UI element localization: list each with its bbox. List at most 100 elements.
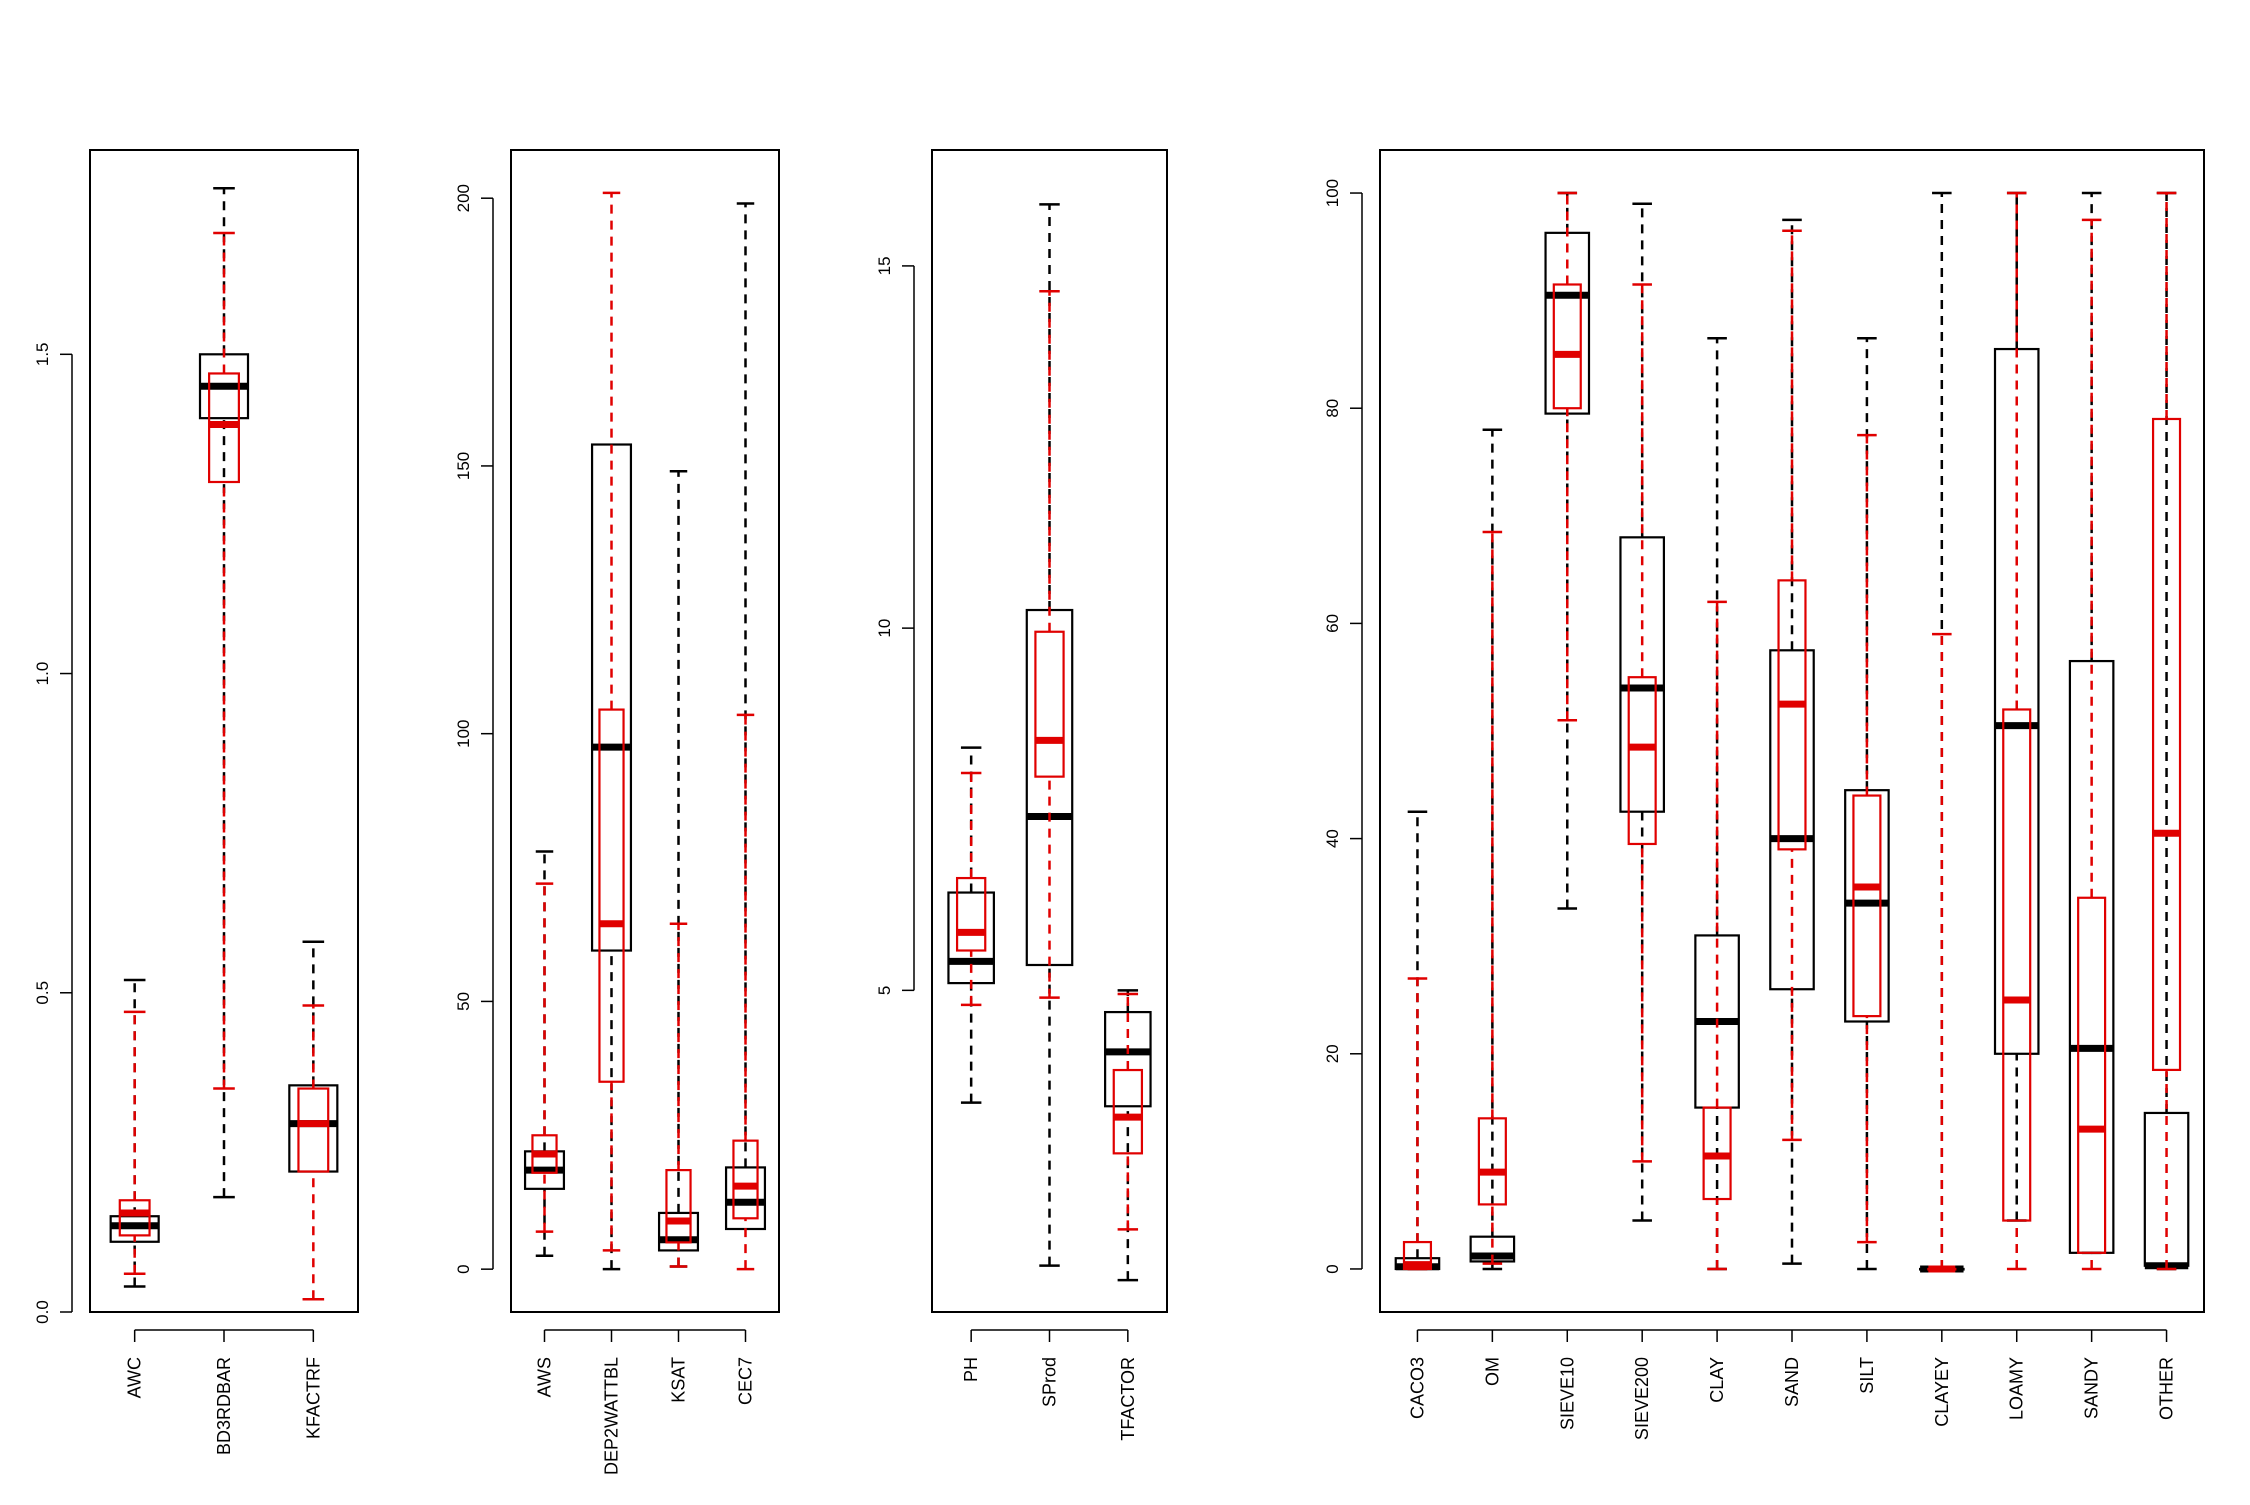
iqr-box bbox=[665, 1168, 692, 1244]
box-sieve10 bbox=[1552, 191, 1582, 722]
y-axis: 0.0 0.5 1.0 1.5 bbox=[33, 342, 73, 1324]
box-sprod bbox=[1034, 290, 1065, 999]
x-axis: PH SProd TFACTOR bbox=[961, 1329, 1138, 1441]
box-dep2wattbl bbox=[598, 191, 625, 1252]
iqr-box bbox=[1777, 579, 1807, 851]
x-tick-label-om: OM bbox=[1482, 1357, 1502, 1386]
red-series bbox=[531, 191, 759, 1271]
x-tick-label-sieve10: SIEVE10 bbox=[1557, 1357, 1577, 1430]
box-sieve200 bbox=[1627, 283, 1657, 1163]
x-tick-label-dep2wattbl: DEP2WATTBL bbox=[602, 1357, 622, 1475]
black-series bbox=[523, 202, 767, 1271]
x-axis: CACO3 OM SIEVE10 SIEVE200 CLAY SAND SILT CLAYEY… bbox=[1407, 1329, 2177, 1440]
box-tfactor bbox=[1112, 992, 1144, 1231]
y-tick-label: 10 bbox=[875, 619, 894, 638]
box-caco3 bbox=[1394, 810, 1441, 1271]
y-tick-label: 5 bbox=[875, 986, 894, 995]
x-tick-label-sieve200: SIEVE200 bbox=[1632, 1357, 1652, 1440]
box-cec7 bbox=[732, 713, 759, 1271]
y-tick-label: 1.0 bbox=[33, 662, 52, 686]
x-tick-label-caco3: CACO3 bbox=[1407, 1357, 1427, 1419]
box-ksat bbox=[665, 922, 692, 1268]
iqr-box bbox=[1477, 1117, 1507, 1206]
box-kfactrf bbox=[288, 940, 339, 1173]
panel-1: 0.0 0.5 1.0 1.5 AWC BD3RDBAR KFACTRF bbox=[33, 149, 359, 1455]
y-tick-label: 0.5 bbox=[33, 981, 52, 1005]
y-tick-label: 200 bbox=[454, 184, 473, 212]
x-tick-label-other: OTHER bbox=[2157, 1357, 2177, 1420]
iqr-box bbox=[732, 1139, 759, 1220]
x-tick-label-ph: PH bbox=[961, 1357, 981, 1382]
plot-frame bbox=[89, 149, 359, 1313]
panel-4: 0 20 40 60 80 100 CACO3 OM SIEVE10 SIEVE200 CLAY SA… bbox=[1323, 149, 2205, 1440]
iqr-box bbox=[1552, 283, 1582, 410]
y-tick-label: 0.0 bbox=[33, 1300, 52, 1324]
y-tick-label: 0 bbox=[1323, 1264, 1342, 1273]
x-tick-label-tfactor: TFACTOR bbox=[1118, 1357, 1138, 1441]
panel-3: 5 10 15 PH SProd TFACTOR bbox=[875, 149, 1168, 1441]
box-bd3rdbar bbox=[208, 231, 240, 1090]
x-tick-label-sandy: SANDY bbox=[2082, 1357, 2102, 1419]
y-axis: 0 20 40 60 80 100 bbox=[1323, 179, 1363, 1274]
x-tick-label-kfactrf: KFACTRF bbox=[303, 1357, 323, 1439]
y-tick-label: 1.5 bbox=[33, 342, 52, 366]
box-kfactrf bbox=[297, 1004, 330, 1301]
iqr-box bbox=[2002, 708, 2032, 1222]
y-tick-label: 0 bbox=[454, 1264, 473, 1273]
iqr-box bbox=[2077, 896, 2107, 1254]
y-tick-label: 100 bbox=[1323, 179, 1342, 207]
x-tick-label-aws: AWS bbox=[535, 1357, 555, 1397]
box-clay bbox=[1702, 600, 1732, 1271]
y-axis: 5 10 15 bbox=[875, 256, 915, 995]
box-ph bbox=[947, 746, 995, 1104]
iqr-box bbox=[1627, 676, 1657, 846]
box-ph bbox=[955, 771, 987, 1007]
box-caco3 bbox=[1402, 977, 1433, 1271]
box-clay bbox=[1694, 337, 1740, 1271]
box-om bbox=[1477, 530, 1507, 1265]
x-tick-label-bd3rdbar: BD3RDBAR bbox=[214, 1357, 234, 1455]
y-tick-label: 15 bbox=[875, 256, 894, 275]
y-tick-label: 40 bbox=[1323, 829, 1342, 848]
box-aws bbox=[531, 882, 558, 1233]
box-silt bbox=[1852, 433, 1882, 1244]
y-tick-label: 150 bbox=[454, 452, 473, 480]
iqr-box bbox=[1104, 1010, 1152, 1108]
x-tick-label-clay: CLAY bbox=[1707, 1357, 1727, 1403]
iqr-box bbox=[1402, 1240, 1433, 1271]
iqr-box bbox=[1852, 794, 1882, 1018]
iqr-box bbox=[590, 443, 633, 952]
red-series bbox=[1402, 191, 2182, 1273]
plot-frame bbox=[510, 149, 780, 1313]
iqr-box bbox=[1112, 1068, 1144, 1155]
x-tick-label-silt: SILT bbox=[1857, 1357, 1877, 1394]
y-tick-label: 50 bbox=[454, 992, 473, 1011]
iqr-box bbox=[2151, 417, 2182, 1072]
box-sprod bbox=[1025, 203, 1074, 1267]
x-tick-label-sand: SAND bbox=[1782, 1357, 1802, 1407]
x-axis: AWS DEP2WATTBL KSAT CEC7 bbox=[535, 1329, 756, 1475]
iqr-box bbox=[1619, 536, 1666, 813]
red-series bbox=[955, 290, 1144, 1231]
y-tick-label: 60 bbox=[1323, 614, 1342, 633]
box-sieve10 bbox=[1544, 191, 1591, 910]
y-axis: 0 50 100 150 200 bbox=[454, 184, 494, 1274]
y-tick-label: 20 bbox=[1323, 1044, 1342, 1063]
box-other bbox=[2151, 191, 2182, 1271]
iqr-box bbox=[955, 876, 987, 952]
box-sand bbox=[1777, 229, 1807, 1142]
y-tick-label: 100 bbox=[454, 719, 473, 747]
x-tick-label-ksat: KSAT bbox=[669, 1357, 689, 1403]
iqr-box bbox=[118, 1199, 151, 1237]
y-tick-label: 80 bbox=[1323, 399, 1342, 418]
iqr-box bbox=[297, 1087, 330, 1173]
x-tick-label-clayey: CLAYEY bbox=[1932, 1357, 1952, 1427]
x-tick-label-cec7: CEC7 bbox=[736, 1357, 756, 1405]
iqr-box bbox=[288, 1084, 339, 1173]
panel-2: 0 50 100 150 200 AWS DEP2WATTBL KSAT CEC7 bbox=[454, 149, 780, 1475]
box-clayey bbox=[1927, 632, 1957, 1273]
box-sandy bbox=[2077, 218, 2107, 1271]
box-awc bbox=[118, 1010, 151, 1275]
iqr-box bbox=[1034, 630, 1065, 778]
